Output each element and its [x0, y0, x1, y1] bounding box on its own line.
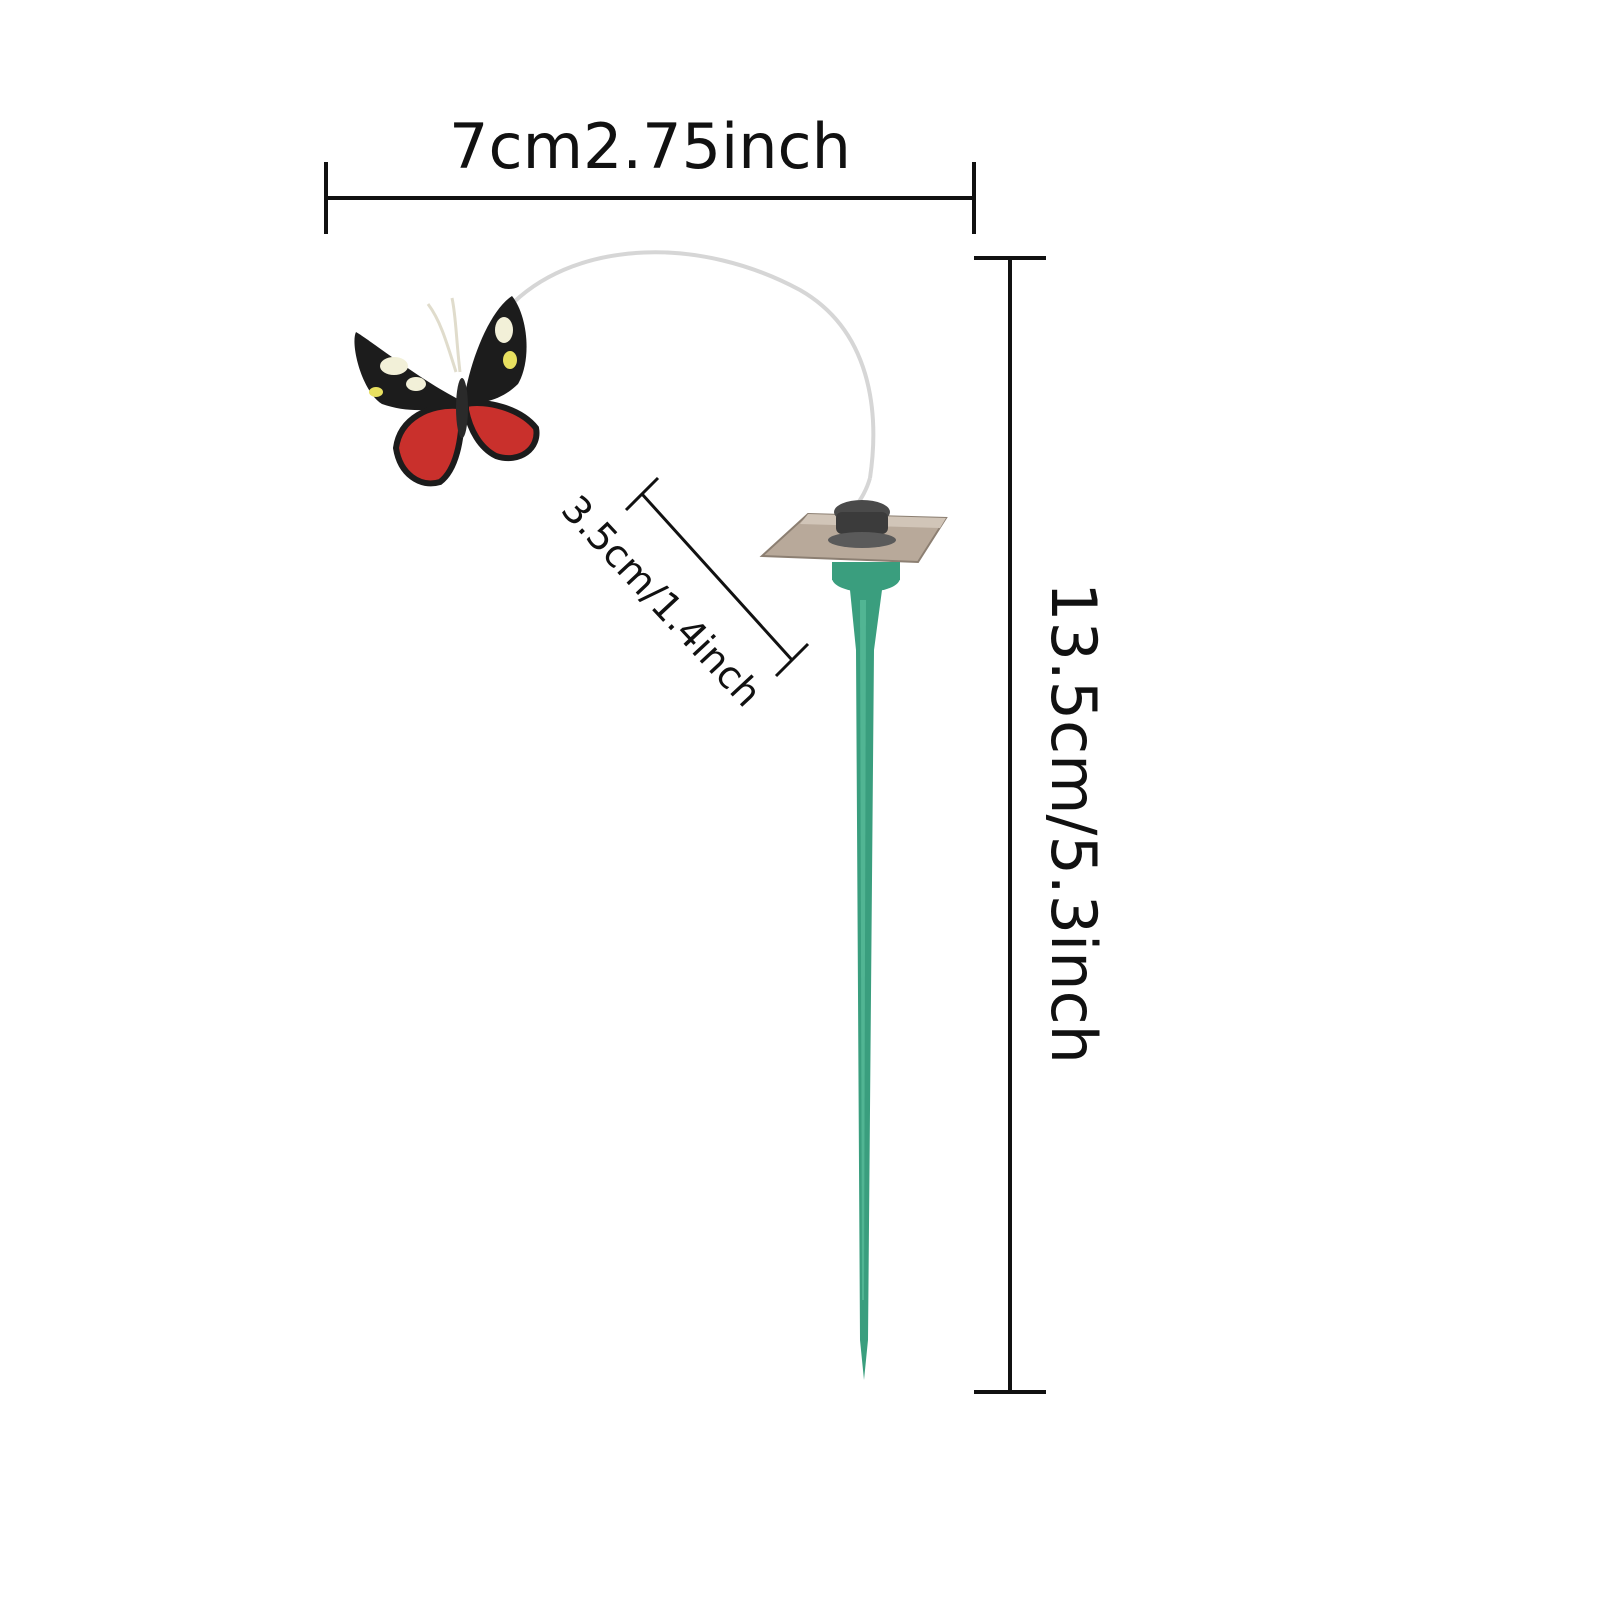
- width-dimension: 7cm2.75inch: [324, 110, 976, 234]
- butterfly-right-hindwing-icon: [463, 400, 540, 461]
- butterfly-right-forewing-icon: [464, 296, 527, 404]
- stake-highlight-icon: [860, 600, 866, 1300]
- height-label: 13.5cm/5.3inch: [1037, 582, 1110, 1064]
- butterfly-antenna-icon: [426, 303, 458, 373]
- stake-collar-body-icon: [832, 562, 900, 580]
- stake-shaft-icon: [850, 590, 882, 1380]
- width-label: 7cm2.75inch: [449, 110, 851, 183]
- wire-dimension-line: [640, 492, 794, 662]
- butterfly-left-hindwing-icon: [392, 402, 466, 487]
- motor-body-icon: [836, 512, 888, 534]
- wire-dimension-start-tick: [624, 476, 660, 512]
- butterfly-wing-spot-icon: [503, 351, 517, 369]
- wire-dimension-end-tick: [774, 642, 810, 678]
- motor-base-icon: [828, 532, 896, 548]
- butterfly-antenna-icon: [450, 297, 462, 373]
- butterfly-left-forewing-icon: [354, 332, 460, 411]
- butterfly-body-icon: [456, 378, 468, 438]
- butterfly-wing-spot-icon: [406, 377, 426, 391]
- butterfly-wing-spot-icon: [380, 357, 408, 375]
- butterfly-wing-spot-icon: [369, 387, 383, 397]
- butterfly-icon: [354, 296, 540, 487]
- height-dimension: 13.5cm/5.3inch: [974, 256, 1110, 1394]
- wire-icon: [512, 250, 876, 479]
- solar-butterfly-stake-icon: [354, 250, 948, 1380]
- wire-dimension: 3.5cm/1.4inch: [553, 476, 810, 715]
- butterfly-wing-spot-icon: [495, 317, 513, 343]
